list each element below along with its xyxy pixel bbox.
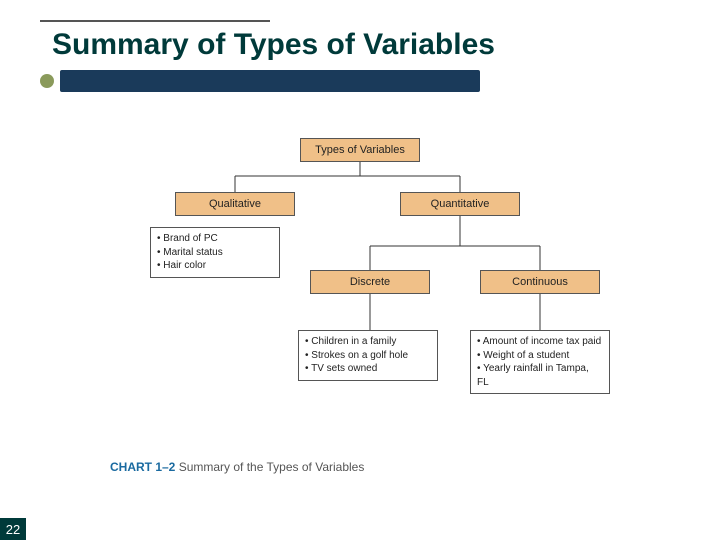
list-item: TV sets owned (305, 362, 431, 376)
node-discrete: Discrete (310, 270, 430, 294)
title-top-rule (40, 20, 270, 22)
title-underline (60, 70, 480, 92)
node-label: Discrete (350, 276, 390, 288)
variable-types-diagram: Types of Variables Qualitative Quantitat… (0, 130, 720, 460)
info-discrete-examples: Children in a family Strokes on a golf h… (298, 330, 438, 381)
list: Children in a family Strokes on a golf h… (305, 335, 431, 376)
caption-label: CHART 1–2 (110, 460, 175, 474)
slide-title-block: Summary of Types of Variables (40, 20, 680, 92)
list-item: Strokes on a golf hole (305, 349, 431, 363)
title-underline-wrap (40, 70, 680, 92)
list-item: Weight of a student (477, 349, 603, 363)
list-item: Children in a family (305, 335, 431, 349)
caption-text: Summary of the Types of Variables (179, 460, 365, 474)
list: Brand of PC Marital status Hair color (157, 232, 273, 273)
node-label: Types of Variables (315, 144, 405, 156)
list: Amount of income tax paid Weight of a st… (477, 335, 603, 389)
list-item: Amount of income tax paid (477, 335, 603, 349)
node-quantitative: Quantitative (400, 192, 520, 216)
node-root: Types of Variables (300, 138, 420, 162)
info-continuous-examples: Amount of income tax paid Weight of a st… (470, 330, 610, 394)
list-item: Yearly rainfall in Tampa, FL (477, 362, 603, 389)
node-continuous: Continuous (480, 270, 600, 294)
bullet-icon (40, 74, 54, 88)
diagram-connectors (0, 130, 720, 460)
info-qualitative-examples: Brand of PC Marital status Hair color (150, 227, 280, 278)
list-item: Brand of PC (157, 232, 273, 246)
node-label: Continuous (512, 276, 568, 288)
slide-title: Summary of Types of Variables (40, 24, 680, 70)
node-qualitative: Qualitative (175, 192, 295, 216)
node-label: Qualitative (209, 198, 261, 210)
list-item: Hair color (157, 259, 273, 273)
node-label: Quantitative (431, 198, 490, 210)
list-item: Marital status (157, 246, 273, 260)
chart-caption: CHART 1–2 Summary of the Types of Variab… (110, 460, 364, 474)
page-number: 22 (0, 518, 26, 540)
